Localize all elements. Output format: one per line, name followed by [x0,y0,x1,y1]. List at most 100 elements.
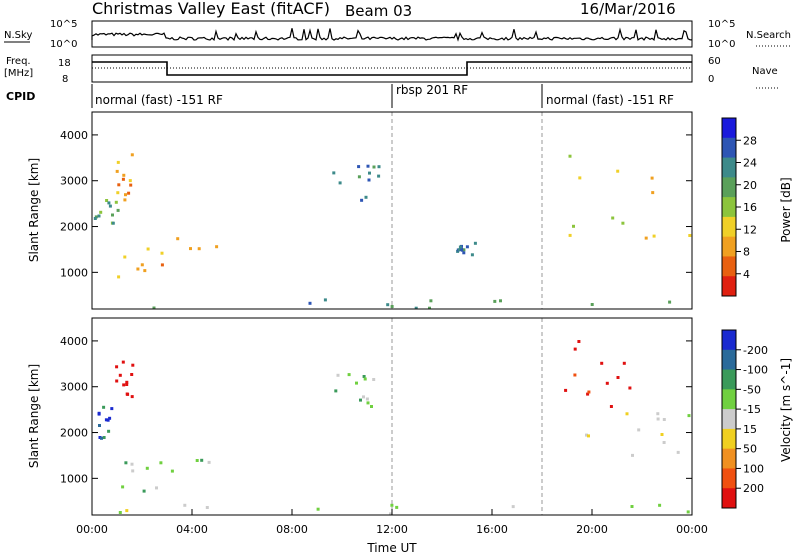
cpid-mode-1: rbsp 201 RF [396,83,468,97]
scatter-cell [102,436,106,439]
scatter-cell [662,441,666,444]
scatter-cell [687,414,691,418]
scatter-cell [155,486,158,490]
scatter-cell [616,169,620,173]
colorbar-cell [722,137,736,159]
scatter-cell [160,251,164,255]
scatter-cell [118,373,122,377]
x-tick-label: 16:00 [476,523,508,536]
colorbar-tick-label: 12 [743,223,757,236]
scatter-cell [129,183,133,187]
nsearch-tick-bottom: 10^0 [708,39,735,50]
nsky-label: N.Sky [4,30,32,41]
scatter-cell [630,505,634,508]
x-tick-label: 20:00 [576,523,608,536]
plot-title: Christmas Valley East (fitACF) [92,0,330,18]
scatter-cell [586,392,590,396]
colorbar-cell [722,177,736,198]
scatter-cell [97,214,101,218]
y-tick-label: 3000 [60,381,88,394]
y-tick-label: 1000 [60,472,88,485]
scatter-cell [660,433,664,436]
scatter-cell [590,303,594,306]
scatter-cell [152,306,156,309]
y-tick-label: 1000 [60,266,88,279]
scatter-cell [460,248,464,251]
scatter-cell [117,275,121,279]
scatter-cell [616,376,620,379]
freq-label: Freq. [6,56,31,67]
scatter-cell [99,210,103,214]
colorbar-tick-label: 4 [743,268,750,281]
scatter-cell [462,251,466,255]
scatter-cell [465,245,469,249]
scatter-cell [121,485,125,489]
colorbar-cell [722,236,736,257]
colorbar-cell [722,389,736,410]
scatter-cell [587,390,591,394]
scatter-cell [668,300,672,304]
scatter-cell [116,191,120,195]
scatter-cell [159,461,163,465]
scatter-cell [128,179,132,183]
scatter-cell [368,171,371,175]
scatter-cell [189,247,192,251]
scatter-cell [316,507,320,511]
freq-tick-top: 18 [58,58,71,69]
cpid-mode-0: normal (fast) -151 RF [95,93,223,107]
scatter-cell [605,381,609,385]
colorbar-tick-label: 24 [743,157,757,170]
scatter-cell [183,503,187,507]
velocity-y-label: Slant Range [km] [27,364,41,468]
scatter-cell [332,171,336,175]
velocity-colorbar-label: Velocity [m s^-1] [779,358,793,462]
scatter-cell [370,405,373,408]
scatter-cell [359,398,362,402]
colorbar-tick-label: -100 [743,364,768,377]
scatter-cell [205,506,209,509]
scatter-cell [125,380,129,384]
scatter-cell [116,208,120,212]
power-colorbar-label: Power [dB] [779,177,793,242]
scatter-cell [377,174,381,178]
scatter-cell [107,201,111,205]
scatter-cell [160,263,164,267]
nsky-tick-top: 10^5 [50,19,77,30]
scatter-cell [355,381,358,385]
scatter-cell [372,165,376,169]
scatter-cell [100,436,103,440]
scatter-cell [637,428,641,432]
nsky-trace [91,27,693,42]
scatter-cell [111,213,114,217]
scatter-cell [365,397,369,401]
scatter-cell [142,489,146,493]
cpid-label: CPID [6,90,35,103]
x-tick-label: 04:00 [176,523,208,536]
colorbar-tick-label: 8 [743,246,750,259]
scatter-cell [573,347,577,351]
power-colorbar: 4 8 12 16 20 24 28 [721,117,757,297]
scatter-cell [116,160,120,164]
scatter-cell [104,418,108,422]
colorbar-tick-label: 20 [743,179,757,192]
y-tick-label: 3000 [60,175,88,188]
scatter-cell [102,405,106,409]
scatter-cell [372,378,376,381]
scatter-cell [126,392,130,396]
scatter-cell [611,216,615,220]
scatter-cell [145,466,149,470]
scatter-cell [395,505,399,509]
scatter-cell [98,424,101,427]
x-axis: 00:00 04:00 08:00 12:00 16:00 20:00 00:00 [76,509,708,536]
scatter-cell [357,175,361,179]
scatter-cell [97,412,101,416]
scatter-cell [108,204,112,208]
power-y-axis: 1000 2000 3000 4000 [60,129,692,279]
scatter-cell [130,153,134,157]
scatter-cell [572,224,575,228]
colorbar-cell [722,197,736,218]
scatter-cell [107,429,111,433]
scatter-cell [458,245,462,249]
scatter-cell [130,462,134,466]
